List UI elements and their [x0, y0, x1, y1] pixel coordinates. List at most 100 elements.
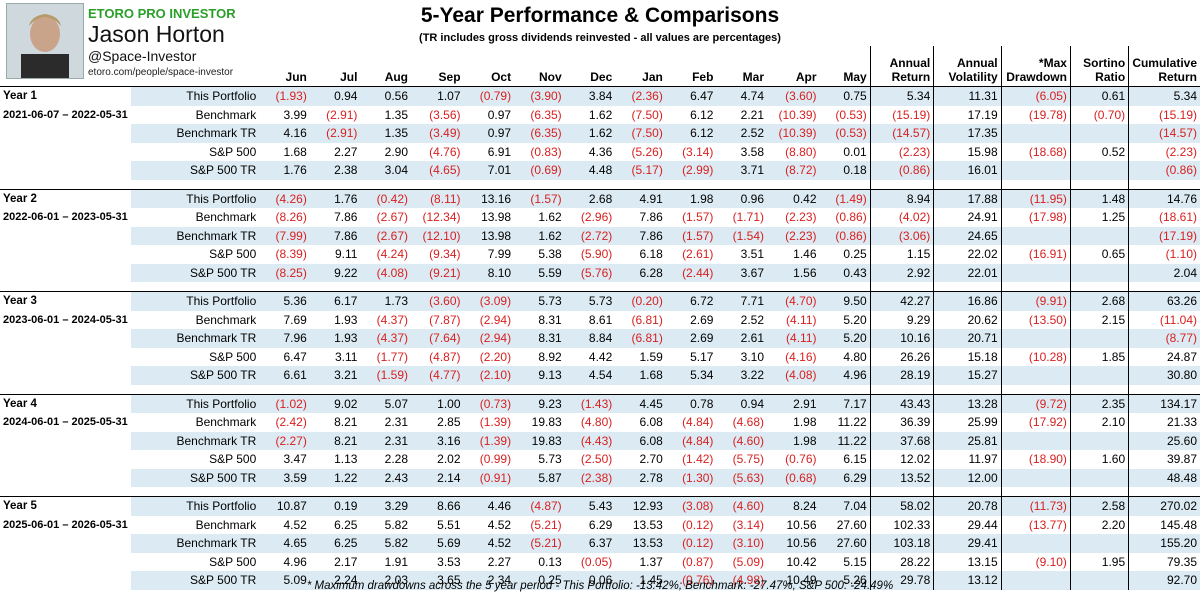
table-row: Benchmark TR (7.99) 7.86 (2.67) (12.10) 13.98…: [0, 226, 1200, 245]
monthly-return-cell: (2.67): [376, 210, 409, 225]
separator-cell: [411, 385, 464, 395]
monthly-return-cell: (0.68): [767, 468, 820, 487]
monthly-return-cell: 8.31: [514, 329, 565, 348]
monthly-return-cell: (6.35): [530, 107, 562, 122]
monthly-return-cell: (6.81): [631, 312, 663, 327]
sortino-ratio-cell: 0.61: [1069, 86, 1129, 106]
sortino-ratio-cell: [1069, 124, 1129, 143]
max-drawdown-cell: (13.77): [1000, 515, 1071, 534]
sortino-ratio-cell: [1069, 329, 1129, 348]
table-row: S&P 500 3.47 1.13 2.28 2.02 (0.99) 5.73 (2.50) 2…: [0, 450, 1200, 469]
cumulative-return-cell: (17.19): [1128, 226, 1200, 245]
monthly-return-cell: 2.31: [384, 415, 409, 430]
monthly-return-cell: 0.94: [716, 393, 767, 413]
monthly-return-cell: 6.29: [588, 517, 613, 532]
blank-cell: [0, 143, 131, 162]
table-row: S&P 500 TR (8.25) 9.22 (4.08) (9.21) 8.10 5.59…: [0, 263, 1200, 282]
monthly-return-cell: (0.12): [665, 534, 717, 553]
monthly-return-cell: 4.96: [283, 554, 307, 569]
cumulative-return-cell: 14.76: [1128, 188, 1200, 208]
year-range: 2023-06-01 – 2024-05-31: [3, 313, 128, 326]
monthly-return-cell: 8.66: [411, 496, 464, 516]
series-label: Benchmark TR: [130, 534, 260, 553]
monthly-return-cell: 0.01: [843, 144, 867, 159]
monthly-return-cell: (0.86): [819, 226, 871, 245]
monthly-return-cell: 7.86: [334, 210, 358, 225]
monthly-return-cell: (0.99): [479, 452, 512, 467]
separator-cell: [1000, 179, 1071, 189]
separator-cell: [820, 487, 871, 497]
monthly-return-cell: (0.12): [682, 517, 714, 532]
annual-return-cell: 12.02: [869, 450, 934, 469]
blank-cell: [0, 245, 131, 264]
sortino-ratio-header: Sortino Ratio: [1069, 46, 1129, 87]
monthly-return-cell: (12.34): [422, 210, 461, 225]
max-drawdown-cell: [1000, 161, 1071, 180]
blank-cell: [0, 329, 131, 348]
annual-return-cell: 36.39: [869, 413, 934, 432]
cumulative-return-cell: 21.33: [1128, 413, 1200, 432]
max-drawdown-cell: (6.05): [1000, 86, 1071, 106]
investor-handle: @Space-Investor: [88, 48, 197, 64]
monthly-return-cell: 2.03: [360, 571, 412, 590]
separator-cell: [933, 487, 1002, 497]
monthly-return-cell: (7.99): [259, 226, 310, 245]
sortino-ratio-cell: 1.48: [1069, 188, 1129, 208]
monthly-return-cell: (6.81): [615, 329, 666, 348]
monthly-return-cell: (2.94): [479, 312, 512, 327]
monthly-return-cell: (3.08): [665, 496, 717, 516]
monthly-return-cell: (2.50): [580, 452, 613, 467]
month-header: Feb: [692, 70, 714, 84]
header-spacer: [131, 46, 260, 87]
separator-cell: [464, 385, 515, 395]
monthly-return-cell: 2.02: [437, 452, 461, 467]
monthly-return-cell: 1.22: [309, 468, 361, 487]
monthly-return-cell: (1.39): [463, 431, 515, 450]
monthly-return-cell: 4.80: [843, 349, 867, 364]
monthly-return-cell: 5.34: [665, 366, 717, 385]
table-row: Benchmark TR 7.96 1.93 (4.37) (7.64) (2.94) 8.…: [0, 329, 1200, 348]
annual-return-cell: 26.26: [869, 347, 934, 366]
separator-cell: [1000, 487, 1071, 497]
monthly-return-cell: 8.24: [767, 496, 820, 516]
monthly-return-cell: 2.17: [334, 554, 358, 569]
monthly-return-cell: 9.50: [819, 291, 871, 311]
monthly-return-cell: (6.35): [514, 124, 565, 143]
monthly-return-cell: 13.98: [481, 210, 512, 225]
monthly-return-cell: 3.67: [716, 263, 767, 282]
cumulative-return-cell: 25.60: [1128, 431, 1200, 450]
monthly-return-cell: 1.91: [384, 554, 409, 569]
monthly-return-cell: (4.84): [665, 431, 717, 450]
monthly-return-cell: 8.84: [564, 329, 616, 348]
monthly-return-cell: 13.53: [632, 517, 663, 532]
series-label: Benchmark: [195, 210, 257, 225]
monthly-return-cell: (0.05): [580, 554, 613, 569]
monthly-return-cell: 2.21: [740, 107, 764, 122]
annual-volatility-cell: 24.91: [933, 208, 1002, 227]
max-drawdown-cell: (17.92): [1000, 413, 1071, 432]
monthly-return-cell: (2.23): [785, 210, 817, 225]
profile-url[interactable]: etoro.com/people/space-investor: [88, 67, 234, 78]
series-label: S&P 500 TR: [130, 571, 260, 590]
monthly-return-cell: 0.75: [819, 86, 871, 106]
monthly-return-cell: 3.53: [437, 554, 461, 569]
annual-return-cell: (2.23): [869, 142, 934, 161]
monthly-return-cell: (2.94): [463, 329, 515, 348]
monthly-return-cell: (1.39): [479, 415, 512, 430]
cumulative-return-cell: 270.02: [1128, 496, 1200, 516]
monthly-return-cell: 0.43: [819, 263, 871, 282]
avatar: [6, 3, 84, 79]
series-label: S&P 500 TR: [130, 161, 260, 180]
monthly-return-cell: (4.98): [716, 571, 767, 590]
monthly-return-cell: 5.87: [514, 468, 565, 487]
monthly-return-cell: 7.86: [615, 226, 666, 245]
sortino-ratio-cell: [1069, 468, 1129, 487]
monthly-return-cell: 7.01: [463, 161, 515, 180]
sortino-ratio-cell: [1069, 431, 1129, 450]
monthly-return-cell: 1.56: [767, 263, 820, 282]
month-header: Oct: [491, 70, 512, 84]
series-label: S&P 500: [209, 144, 257, 159]
separator-cell: [666, 282, 717, 292]
month-header: Aug: [384, 70, 409, 84]
table-row: S&P 500 TR 6.61 3.21 (1.59) (4.77) (2.10) 9.13…: [0, 366, 1200, 385]
